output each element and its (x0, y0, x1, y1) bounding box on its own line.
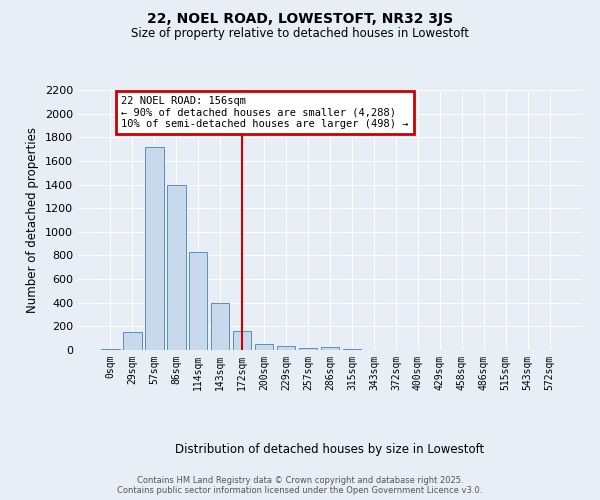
Bar (255, 344, 274, 350)
Text: 22, NOEL ROAD, LOWESTOFT, NR32 3JS: 22, NOEL ROAD, LOWESTOFT, NR32 3JS (147, 12, 453, 26)
Bar (277, 346, 295, 350)
Text: Contains HM Land Registry data © Crown copyright and database right 2025.
Contai: Contains HM Land Registry data © Crown c… (118, 476, 482, 495)
Bar (167, 184, 185, 350)
Bar (123, 332, 142, 350)
Bar (145, 146, 164, 350)
Text: 22 NOEL ROAD: 156sqm
← 90% of detached houses are smaller (4,288)
10% of semi-de: 22 NOEL ROAD: 156sqm ← 90% of detached h… (121, 96, 409, 129)
Y-axis label: Number of detached properties: Number of detached properties (26, 127, 40, 313)
Bar (101, 349, 119, 350)
Bar (299, 348, 317, 350)
X-axis label: Distribution of detached houses by size in Lowestoft: Distribution of detached houses by size … (175, 443, 485, 456)
Bar (320, 347, 340, 350)
Bar (233, 330, 251, 350)
Bar (189, 252, 208, 350)
Bar (211, 302, 229, 350)
Text: Size of property relative to detached houses in Lowestoft: Size of property relative to detached ho… (131, 28, 469, 40)
